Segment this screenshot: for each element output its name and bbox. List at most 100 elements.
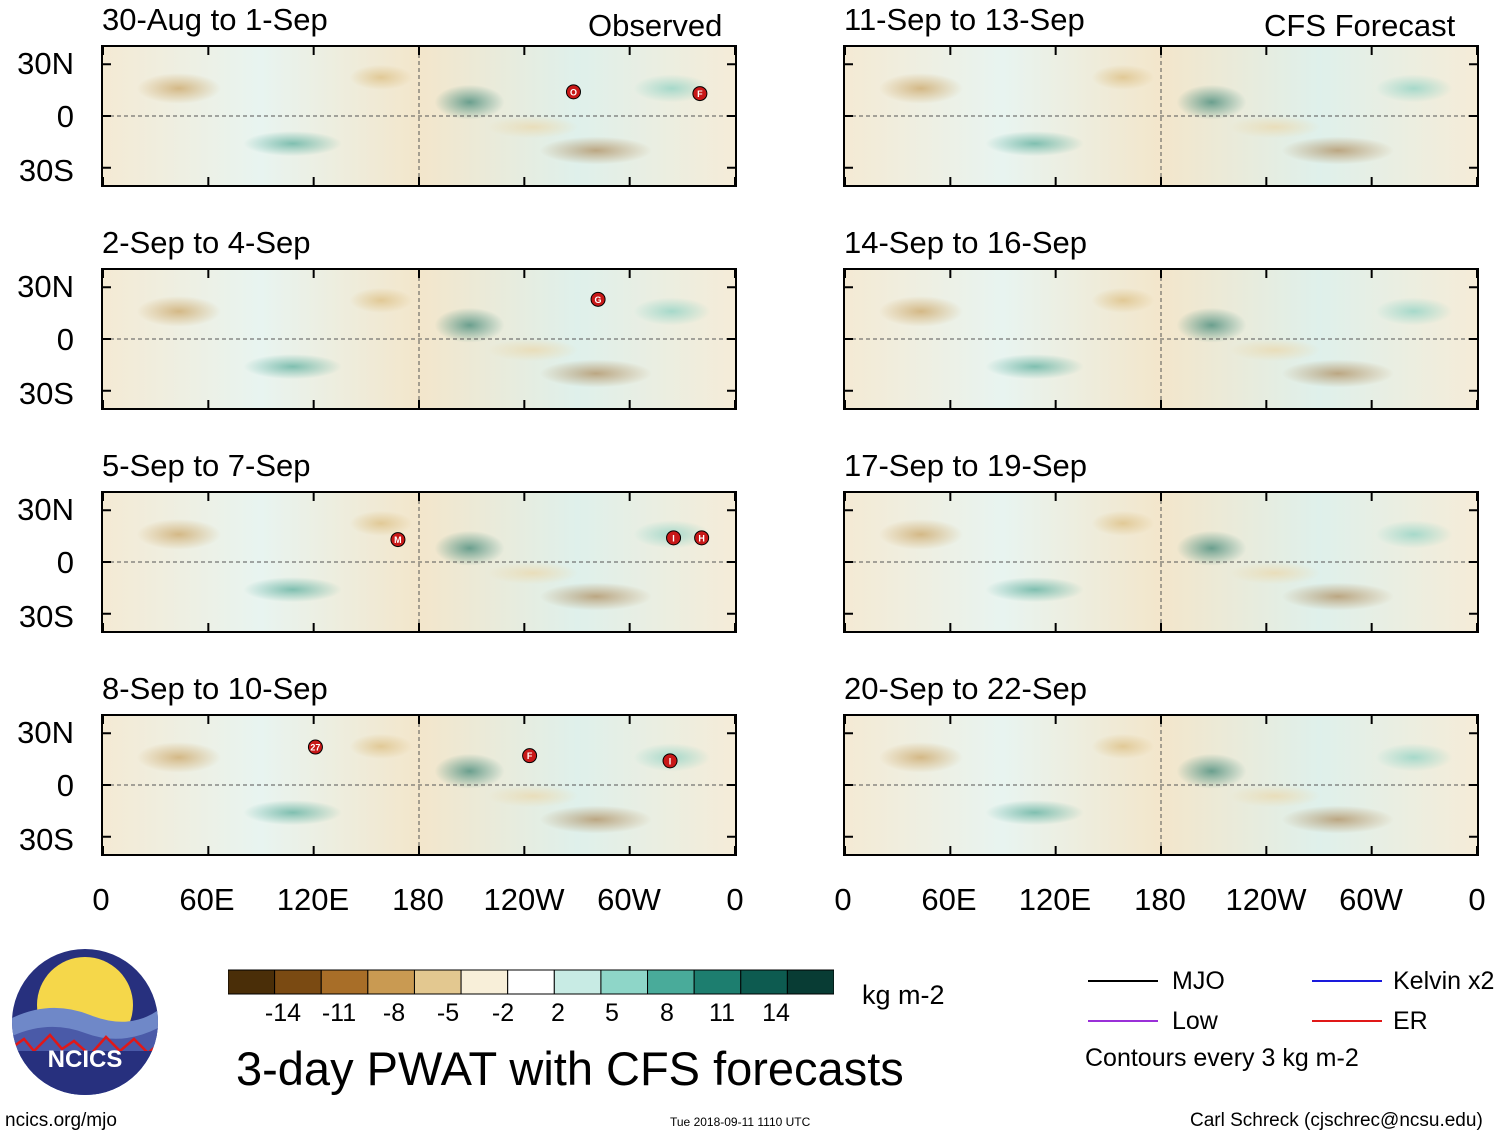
lon-label-right-120w: 120W	[1225, 882, 1307, 917]
storm-marker	[692, 86, 708, 102]
map-overlay-5	[845, 270, 1477, 408]
lon-label-left-60e: 60E	[179, 882, 235, 917]
cfs-forecast-label: CFS Forecast	[1264, 8, 1456, 43]
panel-title-7: 20-Sep to 22-Sep	[844, 671, 1088, 706]
colorbar-swatch	[274, 969, 322, 995]
colorbar-swatch	[693, 969, 742, 995]
colorbar-swatch	[600, 969, 649, 995]
footer-credit: Carl Schreck (cjschrec@ncsu.edu)	[1190, 1110, 1483, 1131]
storm-marker-label: G	[595, 295, 602, 305]
colorbar-label-4: -2	[491, 999, 515, 1027]
map-overlay-1: G	[103, 270, 735, 408]
storm-marker-label: F	[527, 751, 533, 761]
lon-label-right-0: 0	[834, 882, 852, 917]
legend-label-mjo: MJO	[1172, 967, 1225, 995]
colorbar-label-3: -5	[436, 999, 460, 1027]
legend-line-kelvin	[1312, 980, 1382, 982]
colorbar-label-7: 8	[660, 999, 674, 1027]
main-title: 3-day PWAT with CFS forecasts	[236, 1042, 904, 1095]
colorbar-swatch	[367, 969, 415, 995]
contour-note: Contours every 3 kg m-2	[1085, 1044, 1359, 1072]
storm-marker	[565, 84, 581, 100]
colorbar-label-0: -14	[264, 999, 302, 1027]
panel-title-6: 17-Sep to 19-Sep	[844, 448, 1088, 483]
colorbar-label-2: -8	[382, 999, 406, 1027]
colorbar-label-8: 11	[709, 999, 735, 1027]
storm-marker	[390, 532, 406, 548]
lon-label-right-120e: 120E	[1018, 882, 1092, 917]
colorbar	[228, 969, 834, 995]
lon-label-right-360: 0	[1468, 882, 1486, 917]
colorbar-unit: kg m-2	[862, 980, 945, 1010]
map-overlay-6	[845, 493, 1477, 631]
storm-marker-label: O	[570, 87, 577, 97]
colorbar-swatch	[740, 969, 788, 995]
panel-title-2: 5-Sep to 7-Sep	[102, 448, 311, 483]
panel-title-0: 30-Aug to 1-Sep	[102, 2, 328, 37]
lon-label-right-60e: 60E	[921, 882, 977, 917]
lon-label-left-180: 180	[392, 882, 444, 917]
colorbar-swatch	[507, 969, 555, 995]
storm-marker-label: 27	[310, 743, 320, 753]
observed-label: Observed	[588, 8, 723, 43]
lon-label-left-120e: 120E	[276, 882, 350, 917]
map-panel-7	[843, 714, 1479, 856]
legend-label-kelvin: Kelvin x2	[1393, 967, 1495, 995]
storm-marker-label: F	[697, 89, 703, 99]
colorbar-label-1: -11	[321, 999, 357, 1027]
panel-title-1: 2-Sep to 4-Sep	[102, 225, 311, 260]
storm-marker-label: M	[394, 535, 402, 545]
colorbar-swatch	[413, 969, 462, 995]
lat-label-0-row1: 0	[56, 322, 74, 357]
map-panel-1: G	[101, 268, 737, 410]
map-overlay-7	[845, 716, 1477, 854]
colorbar-swatch	[228, 969, 276, 995]
storm-marker-label: I	[672, 533, 675, 543]
panel-title-5: 14-Sep to 16-Sep	[844, 225, 1088, 260]
map-overlay-3: 27 F I	[103, 716, 735, 854]
colorbar-swatch	[320, 969, 369, 995]
map-panel-5	[843, 268, 1479, 410]
footer-timestamp: Tue 2018-09-11 1110 UTC	[670, 1115, 811, 1129]
colorbar-label-5: 2	[551, 999, 565, 1027]
lon-label-left-60w: 60W	[597, 882, 661, 917]
lat-label-30n-row0: 30N	[17, 46, 74, 81]
panel-title-3: 8-Sep to 10-Sep	[102, 671, 328, 706]
colorbar-label-9: 14	[762, 999, 790, 1027]
lat-label-0-row0: 0	[56, 99, 74, 134]
lon-label-right-60w: 60W	[1339, 882, 1403, 917]
colorbar-swatch	[647, 969, 695, 995]
lat-label-0-row3: 0	[56, 768, 74, 803]
lat-label-30s-row3: 30S	[18, 822, 74, 857]
logo-text: NCICS	[48, 1046, 123, 1073]
lon-label-right-180: 180	[1134, 882, 1186, 917]
panel-title-4: 11-Sep to 13-Sep	[844, 2, 1085, 37]
footer-url: ncics.org/mjo	[5, 1110, 117, 1131]
lon-label-left-0: 0	[92, 882, 110, 917]
legend-label-er: ER	[1393, 1007, 1428, 1035]
colorbar-label-6: 5	[605, 999, 619, 1027]
legend-label-low: Low	[1172, 1007, 1218, 1035]
lon-label-left-360: 0	[726, 882, 744, 917]
storm-marker-label: H	[698, 533, 705, 543]
ncics-logo: NCICS	[12, 949, 158, 1095]
storm-marker	[590, 291, 606, 307]
storm-marker	[522, 748, 538, 764]
map-panel-4	[843, 45, 1479, 187]
lon-label-left-120w: 120W	[483, 882, 565, 917]
colorbar-swatch	[553, 969, 602, 995]
storm-marker	[694, 530, 710, 546]
legend-line-mjo	[1088, 980, 1158, 982]
lat-label-30s-row0: 30S	[18, 153, 74, 188]
legend-line-er	[1312, 1020, 1382, 1022]
lat-label-30n-row3: 30N	[17, 715, 74, 750]
storm-marker-label: I	[669, 756, 672, 766]
colorbar-swatch	[786, 969, 834, 995]
legend-line-low	[1088, 1020, 1158, 1022]
lat-label-30n-row1: 30N	[17, 269, 74, 304]
map-panel-3: 27 F I	[101, 714, 737, 856]
